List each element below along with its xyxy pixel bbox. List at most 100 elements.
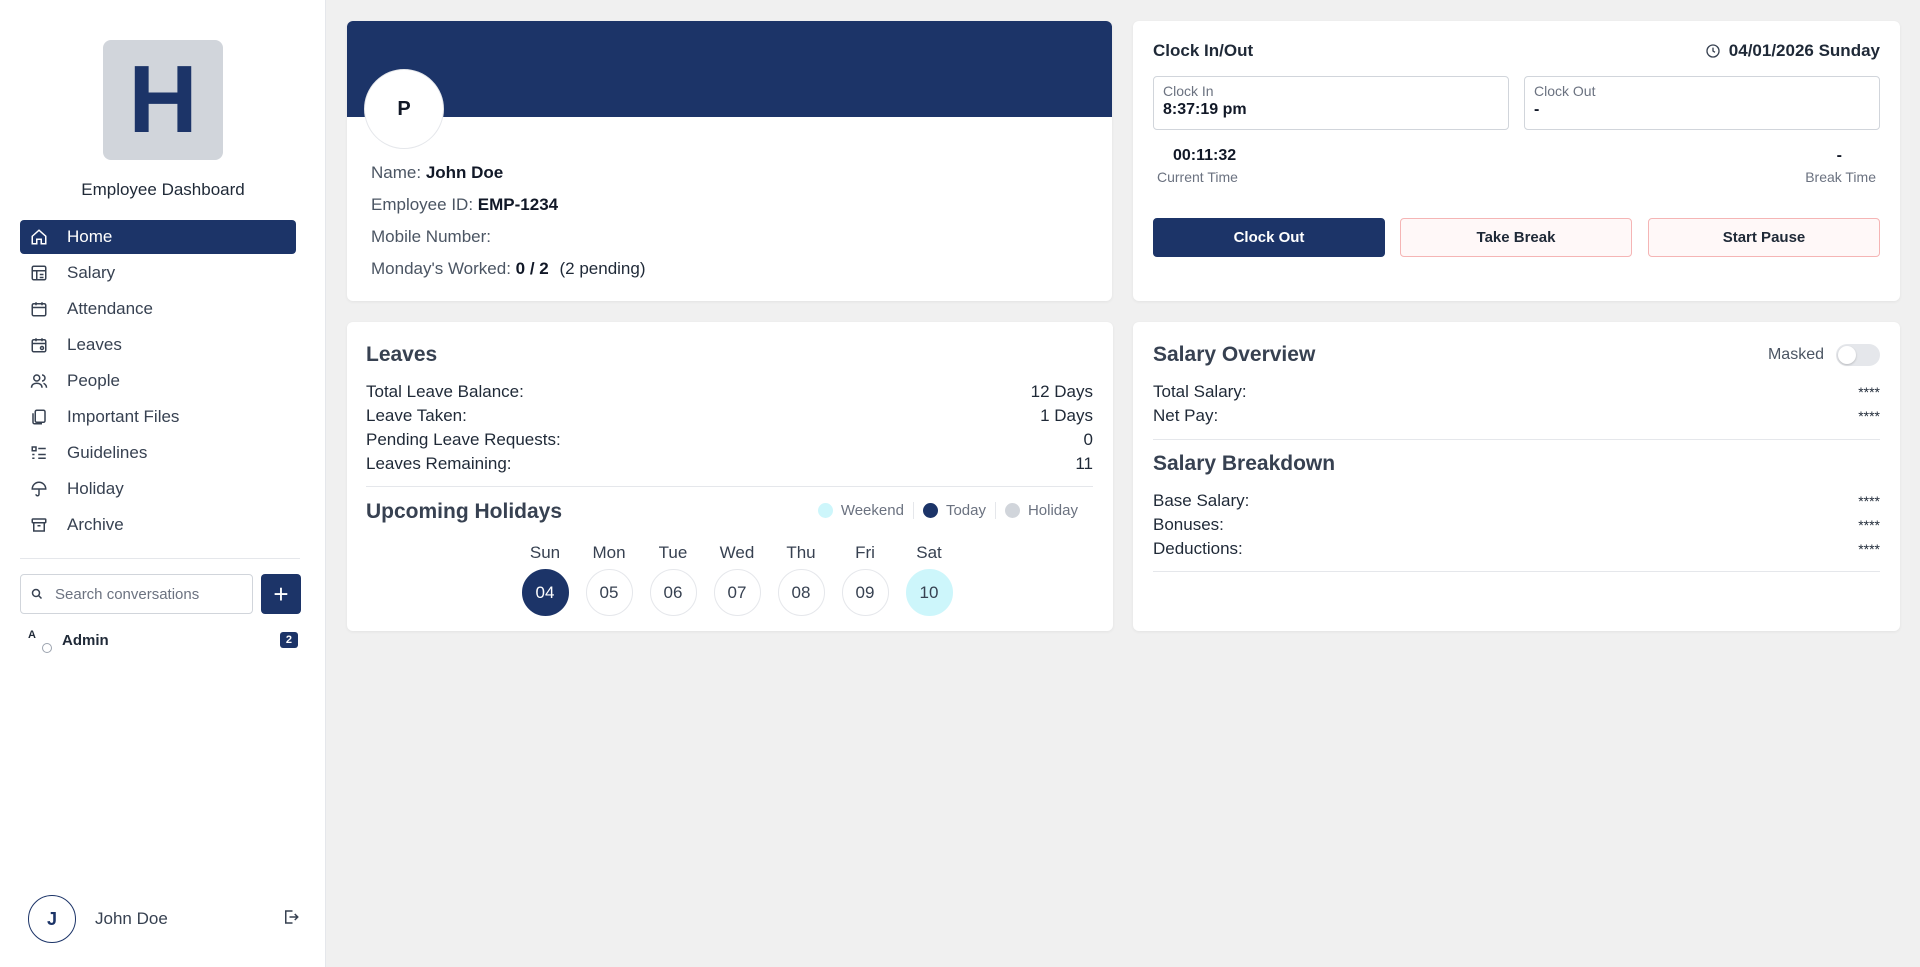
home-icon bbox=[30, 228, 48, 246]
day-name: Tue bbox=[658, 543, 688, 562]
leave-row-value: 12 Days bbox=[1030, 382, 1093, 401]
add-conversation-button[interactable]: + bbox=[261, 574, 301, 614]
day-date[interactable]: 07 bbox=[713, 569, 761, 616]
nav-item-holiday[interactable]: Holiday bbox=[20, 472, 296, 506]
day-date[interactable]: 04 bbox=[521, 569, 569, 616]
leave-row: Pending Leave Requests: 0 bbox=[366, 428, 1093, 452]
day-date[interactable]: 08 bbox=[777, 569, 825, 616]
break-time-block: - Break Time bbox=[1805, 147, 1876, 185]
user-name: John Doe bbox=[95, 909, 168, 928]
salary-row-value: **** bbox=[1858, 517, 1880, 533]
company-logo: H bbox=[103, 40, 223, 160]
status-dot-icon bbox=[42, 643, 52, 653]
app-title: Employee Dashboard bbox=[81, 180, 245, 199]
user-avatar[interactable]: J bbox=[28, 895, 76, 943]
current-time-block: 00:11:32 Current Time bbox=[1157, 147, 1238, 185]
week-days: Sun 04 Mon 05 Tue 06 Wed 07 Thu 08 Fri 09 Sat 1… bbox=[513, 541, 961, 616]
salary-row-label: Net Pay: bbox=[1153, 406, 1219, 425]
clock-title: Clock In/Out bbox=[1153, 41, 1254, 60]
leave-row: Total Leave Balance: 12 Days bbox=[366, 380, 1093, 404]
calendar-icon bbox=[30, 300, 48, 318]
mobile-label: Mobile Number: bbox=[371, 227, 491, 246]
day-item: Sun 04 bbox=[513, 541, 577, 616]
clock-in-field: Clock In 8:37:19 pm bbox=[1153, 76, 1509, 130]
salary-row-value: **** bbox=[1858, 384, 1880, 400]
clock-date: 04/01/2026 Sunday bbox=[1705, 41, 1880, 61]
day-name: Sat bbox=[916, 543, 942, 562]
files-icon bbox=[30, 408, 48, 426]
current-date: 04/01/2026 Sunday bbox=[1728, 41, 1880, 60]
day-name: Thu bbox=[786, 543, 816, 562]
day-item: Fri 09 bbox=[833, 541, 897, 616]
logout-icon[interactable] bbox=[282, 908, 300, 931]
salary-card: Salary Overview Masked Total Salary: ****… bbox=[1133, 322, 1900, 631]
nav-item-important-files[interactable]: Important Files bbox=[20, 400, 296, 434]
salary-overview: Total Salary: **** Net Pay: **** bbox=[1153, 380, 1880, 428]
people-icon bbox=[30, 372, 48, 390]
chat-avatar-initial: A bbox=[28, 629, 36, 641]
day-name: Wed bbox=[719, 543, 755, 562]
leaves-divider bbox=[366, 486, 1093, 487]
chat-item-admin[interactable]: A Admin 2 bbox=[28, 628, 298, 653]
nav-item-home[interactable]: Home bbox=[20, 220, 296, 254]
day-date[interactable]: 06 bbox=[649, 569, 697, 616]
name-label: Name: bbox=[371, 163, 422, 182]
break-time-value: - bbox=[1836, 147, 1842, 164]
mondays-value: 0 / 2 bbox=[515, 259, 549, 278]
clock-out-button[interactable]: Clock Out bbox=[1153, 218, 1385, 257]
sidebar: H Employee Dashboard Home Salary Attenda… bbox=[0, 0, 326, 967]
salary-row-value: **** bbox=[1858, 541, 1880, 557]
current-user: J John Doe bbox=[28, 895, 300, 943]
nav-item-salary[interactable]: Salary bbox=[20, 256, 296, 290]
today-swatch-icon bbox=[922, 503, 938, 518]
day-item: Sat 10 bbox=[897, 541, 961, 616]
legend-label: Holiday bbox=[1027, 502, 1078, 519]
search-box bbox=[20, 574, 253, 614]
nav-item-attendance[interactable]: Attendance bbox=[20, 292, 296, 326]
day-item: Thu 08 bbox=[769, 541, 833, 616]
nav-item-guidelines[interactable]: Guidelines bbox=[20, 436, 296, 470]
salary-breakdown: Base Salary: **** Bonuses: **** Deductions… bbox=[1153, 489, 1880, 561]
masked-label: Masked bbox=[1767, 346, 1824, 363]
break-time-label: Break Time bbox=[1805, 169, 1876, 185]
id-label: Employee ID: bbox=[371, 195, 474, 214]
nav-label: Salary bbox=[67, 263, 116, 282]
profile-mondays-row: Monday's Worked: 0 / 2 (2 pending) bbox=[371, 253, 646, 285]
nav-label: Home bbox=[67, 227, 113, 246]
nav-item-archive[interactable]: Archive bbox=[20, 508, 296, 542]
chat-avatar: A bbox=[28, 629, 52, 653]
nav-label: People bbox=[67, 371, 120, 390]
profile-info: Name: John Doe Employee ID: EMP-1234 Mob… bbox=[371, 157, 646, 285]
start-pause-button[interactable]: Start Pause bbox=[1648, 218, 1880, 257]
salary-row-value: **** bbox=[1858, 408, 1880, 424]
clock-icon bbox=[1706, 44, 1720, 58]
day-date[interactable]: 05 bbox=[585, 569, 633, 616]
leave-row-value: 11 bbox=[1075, 454, 1093, 473]
search-input[interactable] bbox=[55, 585, 245, 603]
day-date[interactable]: 09 bbox=[841, 569, 889, 616]
holidays-title: Upcoming Holidays bbox=[366, 500, 563, 523]
logo-letter: H bbox=[128, 46, 198, 153]
weekend-swatch-icon bbox=[817, 503, 833, 518]
nav-item-people[interactable]: People bbox=[20, 364, 296, 398]
clock-out-label: Clock Out bbox=[1534, 83, 1596, 99]
salary-row-value: **** bbox=[1858, 493, 1880, 509]
masked-toggle[interactable] bbox=[1836, 344, 1880, 366]
clock-out-field: Clock Out - bbox=[1524, 76, 1880, 130]
salary-row-label: Total Salary: bbox=[1153, 382, 1247, 401]
leaves-card: Leaves Total Leave Balance: 12 Days Leave… bbox=[347, 322, 1113, 631]
profile-banner bbox=[347, 21, 1112, 117]
leaves-summary: Total Leave Balance: 12 Days Leave Taken:… bbox=[366, 380, 1093, 476]
clock-card: Clock In/Out 04/01/2026 Sunday Clock In … bbox=[1133, 21, 1900, 301]
salary-row-label: Bonuses: bbox=[1153, 515, 1224, 534]
day-date[interactable]: 10 bbox=[905, 569, 953, 616]
leave-row-label: Leave Taken: bbox=[366, 406, 467, 425]
take-break-button[interactable]: Take Break bbox=[1400, 218, 1632, 257]
umbrella-icon bbox=[30, 480, 48, 498]
salary-row: Net Pay: **** bbox=[1153, 404, 1880, 428]
mondays-label: Monday's Worked: bbox=[371, 259, 511, 278]
nav-item-leaves[interactable]: Leaves bbox=[20, 328, 296, 362]
sidebar-nav: Home Salary Attendance Leaves People Imp… bbox=[20, 220, 296, 544]
salary-divider bbox=[1153, 439, 1880, 440]
sidebar-divider bbox=[20, 558, 300, 559]
